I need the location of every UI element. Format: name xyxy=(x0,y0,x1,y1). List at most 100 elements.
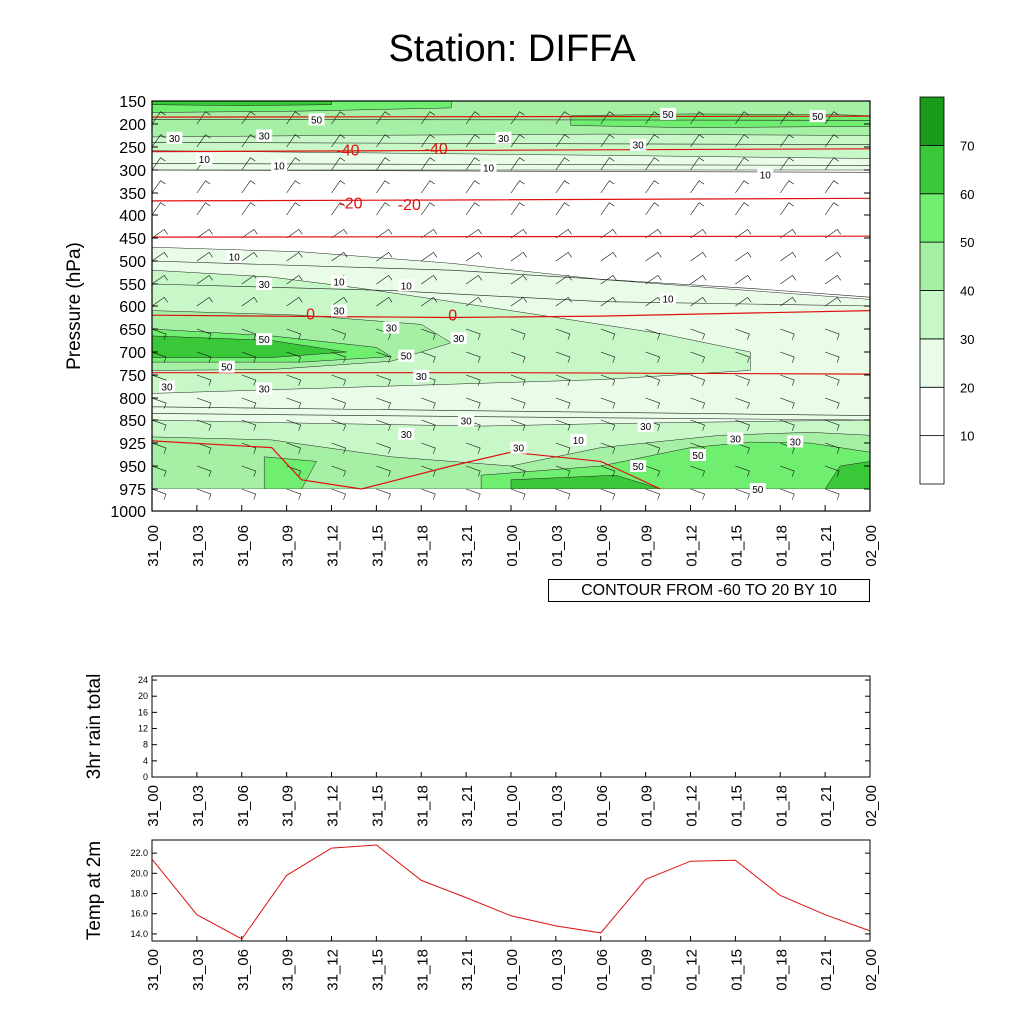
temp-contour-label: 0 xyxy=(306,306,315,323)
x-tick-label: 31_06 xyxy=(235,525,252,567)
wind-barb-268 xyxy=(735,442,750,454)
speed-contour-label: 30 xyxy=(333,307,345,318)
wind-barb-202 xyxy=(824,351,840,363)
panel-x-tick-label: 31_21 xyxy=(459,785,476,827)
wind-barb-6 xyxy=(421,101,422,102)
wind-barb-106 xyxy=(331,228,348,239)
wind-barb-300 xyxy=(645,488,661,500)
speed-contour-label: 50 xyxy=(259,335,271,346)
x-tick-label: 02_00 xyxy=(863,525,880,567)
wind-barb-109 xyxy=(465,228,483,239)
wind-barb-174 xyxy=(331,328,346,340)
wind-barb-8 xyxy=(511,101,512,102)
colorbar-label: 60 xyxy=(960,187,974,202)
wind-barb-85 xyxy=(152,202,166,216)
wind-barb-188 xyxy=(196,351,212,363)
speed-contour-label: 50 xyxy=(633,462,645,473)
speed-contour-label: 30 xyxy=(790,437,802,448)
colorbar-swatch xyxy=(919,338,945,388)
panel-x-tick-label: 01_06 xyxy=(594,785,611,827)
panel-x-tick-label: 31_15 xyxy=(369,785,386,827)
speed-label-bg xyxy=(570,433,587,446)
wind-barb-253 xyxy=(824,419,840,431)
wind-barb-64 xyxy=(735,157,750,171)
speed-contour-label: 30 xyxy=(259,280,271,291)
wind-barb-195 xyxy=(510,351,526,363)
colorbar-label: 50 xyxy=(960,235,974,250)
panel-x-tick-label: 01_21 xyxy=(818,949,835,991)
speed-label-bg xyxy=(787,435,804,448)
wind-barb-7 xyxy=(466,101,467,102)
temperature-contour-lines xyxy=(152,115,870,490)
wind-barb-111 xyxy=(555,228,572,239)
wind-barb-277 xyxy=(376,465,391,477)
wind-barb-194 xyxy=(465,351,481,363)
wind-barb-288 xyxy=(869,466,870,467)
wind-barb-146 xyxy=(600,274,617,285)
wind-barb-237 xyxy=(869,398,870,399)
wind-barb-163 xyxy=(600,296,617,307)
speed-label-bg xyxy=(630,138,647,151)
wind-barb-275 xyxy=(286,465,302,477)
wind-barb-223 xyxy=(241,397,257,409)
wind-barb-234 xyxy=(735,397,750,409)
colorbar-label: 10 xyxy=(960,429,974,444)
wind-barb-98 xyxy=(735,202,750,216)
speed-line-3 xyxy=(152,119,870,121)
wind-barb-57 xyxy=(421,157,435,171)
x-tick-label: 31_12 xyxy=(325,525,342,567)
panel-x-tick-label: 01_09 xyxy=(639,949,656,991)
wind-barb-63 xyxy=(690,157,705,171)
panel-x-tick-label: 31_06 xyxy=(235,785,252,827)
wind-barb-200 xyxy=(735,351,750,363)
x-tick-label: 31_03 xyxy=(190,525,207,567)
wind-barb-231 xyxy=(600,397,616,409)
wind-barb-77 xyxy=(555,180,570,194)
wind-barb-239 xyxy=(196,419,212,431)
speed-contour-label: 10 xyxy=(274,161,286,172)
temp-panel: 14.0 16.0 18.0 20.0 22.0 31_00 31_03 31_06 31_09… xyxy=(84,839,880,991)
wind-barb-285 xyxy=(735,465,750,477)
panel-x-tick-label: 31_09 xyxy=(280,949,297,991)
wind-barb-79 xyxy=(645,180,660,194)
wind-barb-69 xyxy=(196,180,211,194)
wind-barb-265 xyxy=(600,442,616,454)
speed-label-bg xyxy=(495,131,512,144)
wind-barb-74 xyxy=(421,180,435,194)
wind-barb-72 xyxy=(331,180,346,194)
wind-barb-216 xyxy=(690,374,705,386)
wind-barb-83 xyxy=(824,180,839,194)
wind-barb-274 xyxy=(241,465,257,477)
wind-barb-243 xyxy=(376,419,391,431)
speed-label-bg xyxy=(218,360,235,373)
figure-title: Station: DIFFA xyxy=(388,28,636,70)
temp-contour-label: -20 xyxy=(398,197,421,214)
wind-barb-45 xyxy=(645,134,660,148)
wind-barb-182 xyxy=(690,328,705,340)
wind-barb-254 xyxy=(869,420,870,421)
speed-label-bg xyxy=(271,159,288,172)
speed-contour-label: 50 xyxy=(401,352,413,363)
y-tick-label: 650 xyxy=(119,322,146,339)
wind-barb-154 xyxy=(196,296,213,307)
wind-barb-248 xyxy=(600,419,616,431)
wind-barb-148 xyxy=(690,274,707,285)
x-tick-label: 01_03 xyxy=(549,525,566,567)
wind-barb-41 xyxy=(465,134,480,148)
wind-barb-299 xyxy=(600,488,616,500)
temp-contour-label: -20 xyxy=(339,196,362,213)
wind-barb-151 xyxy=(824,274,842,285)
panel-x-tick-label: 31_00 xyxy=(145,785,162,827)
speed-label-bg xyxy=(398,349,415,362)
wind-barb-134 xyxy=(824,251,842,262)
wind-barb-56 xyxy=(376,157,391,171)
wind-barb-48 xyxy=(780,134,794,148)
wind-barb-199 xyxy=(690,351,705,363)
panel-x-tick-label: 31_18 xyxy=(414,785,431,827)
panel-x-tick-label: 01_12 xyxy=(684,785,701,827)
wind-barb-165 xyxy=(690,296,707,307)
wind-barb-157 xyxy=(331,296,348,307)
colorbar: 10 20 30 40 50 60 70 xyxy=(919,96,974,485)
wind-barb-168 xyxy=(824,296,842,307)
